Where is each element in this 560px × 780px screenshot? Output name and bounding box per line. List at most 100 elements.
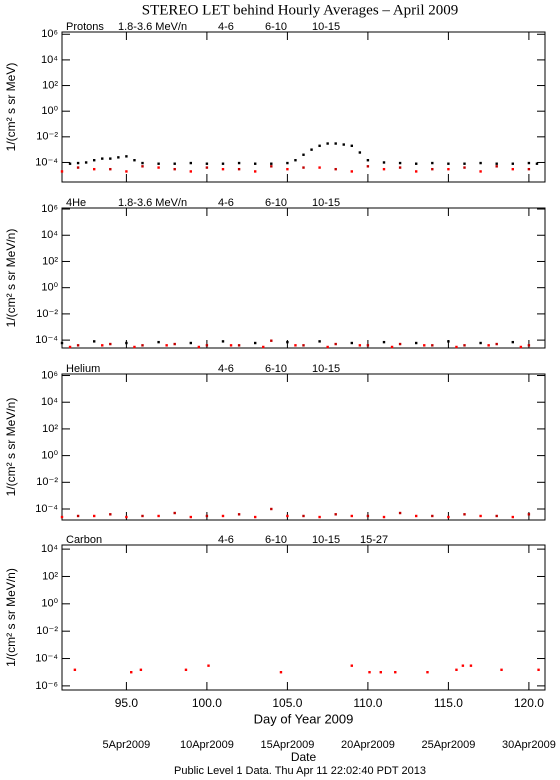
date-tick-label: 10Apr2009 — [180, 739, 234, 751]
date-tick-label: 20Apr2009 — [341, 739, 395, 751]
data-point — [455, 668, 458, 671]
data-point — [254, 515, 257, 519]
panel-label: 4He — [66, 197, 86, 209]
data-point — [221, 514, 225, 518]
data-point — [382, 515, 386, 519]
data-point — [334, 342, 337, 346]
data-point — [398, 342, 402, 346]
data-point — [527, 161, 531, 165]
y-axis-label: 1/(cm² s sr MeV/n) — [4, 568, 18, 667]
data-point — [461, 664, 465, 667]
data-point — [205, 514, 209, 518]
data-point — [511, 167, 514, 171]
legend-entry: 6-10 — [265, 534, 287, 546]
y-tick-label: 10⁶ — [41, 28, 58, 40]
data-point — [141, 165, 144, 168]
data-point — [237, 513, 241, 516]
legend-entry: 6-10 — [265, 21, 287, 33]
data-point — [479, 161, 482, 165]
data-point — [326, 142, 329, 145]
y-tick-label: 10⁴ — [41, 396, 58, 408]
plot-frame — [61, 207, 546, 349]
y-tick-label: 10⁴ — [41, 229, 58, 241]
data-point — [431, 167, 434, 171]
legend-entry: 1.8-3.6 MeV/n — [118, 21, 187, 33]
legend-entry: 4-6 — [218, 21, 234, 33]
data-point — [279, 671, 283, 674]
legend-entry: 10-15 — [312, 363, 340, 375]
data-point — [415, 170, 418, 173]
data-point — [254, 341, 257, 345]
data-point — [68, 345, 72, 349]
data-point — [366, 165, 370, 168]
date-tick-label: 5Apr2009 — [103, 739, 151, 751]
data-point — [423, 344, 426, 347]
data-point — [139, 668, 143, 671]
data-point — [342, 143, 345, 146]
data-point — [237, 161, 241, 165]
data-point — [350, 144, 353, 147]
plot-frame — [61, 544, 546, 691]
data-point — [398, 511, 402, 515]
data-point — [431, 514, 434, 518]
data-point — [73, 668, 77, 671]
data-point — [141, 344, 144, 347]
data-point — [157, 166, 160, 169]
y-tick-label: 10⁴ — [41, 54, 58, 66]
data-point — [495, 514, 498, 518]
data-point — [60, 341, 64, 345]
data-point — [270, 162, 273, 165]
data-point — [286, 161, 289, 165]
data-point — [189, 170, 192, 173]
y-axis-label: 1/(cm² s sr MeV/n) — [4, 229, 18, 328]
data-point — [537, 668, 540, 671]
data-point — [334, 142, 337, 145]
data-point — [109, 167, 112, 171]
data-point — [398, 166, 402, 169]
data-point — [189, 161, 192, 165]
footer: Public Level 1 Data. Thu Apr 11 22:02:40… — [174, 765, 426, 777]
y-tick-label: 10⁻⁴ — [35, 334, 58, 346]
date-axis-label: Date — [291, 750, 317, 764]
data-point — [334, 167, 337, 171]
data-point — [133, 345, 136, 349]
data-point — [133, 159, 136, 162]
date-tick-label: 15Apr2009 — [260, 739, 314, 751]
data-point — [415, 341, 418, 345]
y-tick-label: 10⁶ — [41, 369, 58, 381]
x-tick-label: 120.0 — [514, 696, 544, 710]
data-point — [447, 162, 450, 165]
data-point — [76, 514, 80, 518]
legend-entry: 4-6 — [218, 534, 234, 546]
data-point — [366, 344, 370, 347]
data-point — [205, 344, 209, 347]
data-point — [390, 345, 394, 349]
data-point — [157, 514, 160, 518]
y-tick-label: 10⁻⁴ — [35, 503, 58, 515]
data-point — [334, 513, 337, 516]
y-tick-label: 10⁰ — [41, 105, 58, 117]
x-tick-label: 95.0 — [115, 696, 139, 710]
data-point — [431, 344, 434, 347]
data-point — [447, 515, 450, 519]
data-point — [415, 514, 418, 518]
y-tick-label: 10⁶ — [41, 203, 58, 215]
legend-entry: 6-10 — [265, 197, 287, 209]
data-point — [270, 165, 273, 168]
y-tick-label: 10⁻⁴ — [35, 156, 58, 168]
data-point — [398, 161, 402, 165]
data-point — [109, 342, 112, 346]
data-point — [382, 167, 386, 171]
plot-frame — [61, 31, 546, 183]
data-point — [368, 671, 371, 674]
data-point — [157, 340, 160, 344]
data-point — [101, 344, 104, 347]
data-point — [511, 162, 514, 165]
data-point — [495, 162, 498, 165]
data-point — [76, 344, 80, 347]
y-tick-label: 10⁴ — [41, 543, 58, 555]
data-point — [125, 341, 128, 345]
data-point — [326, 345, 329, 349]
data-point — [254, 170, 257, 173]
